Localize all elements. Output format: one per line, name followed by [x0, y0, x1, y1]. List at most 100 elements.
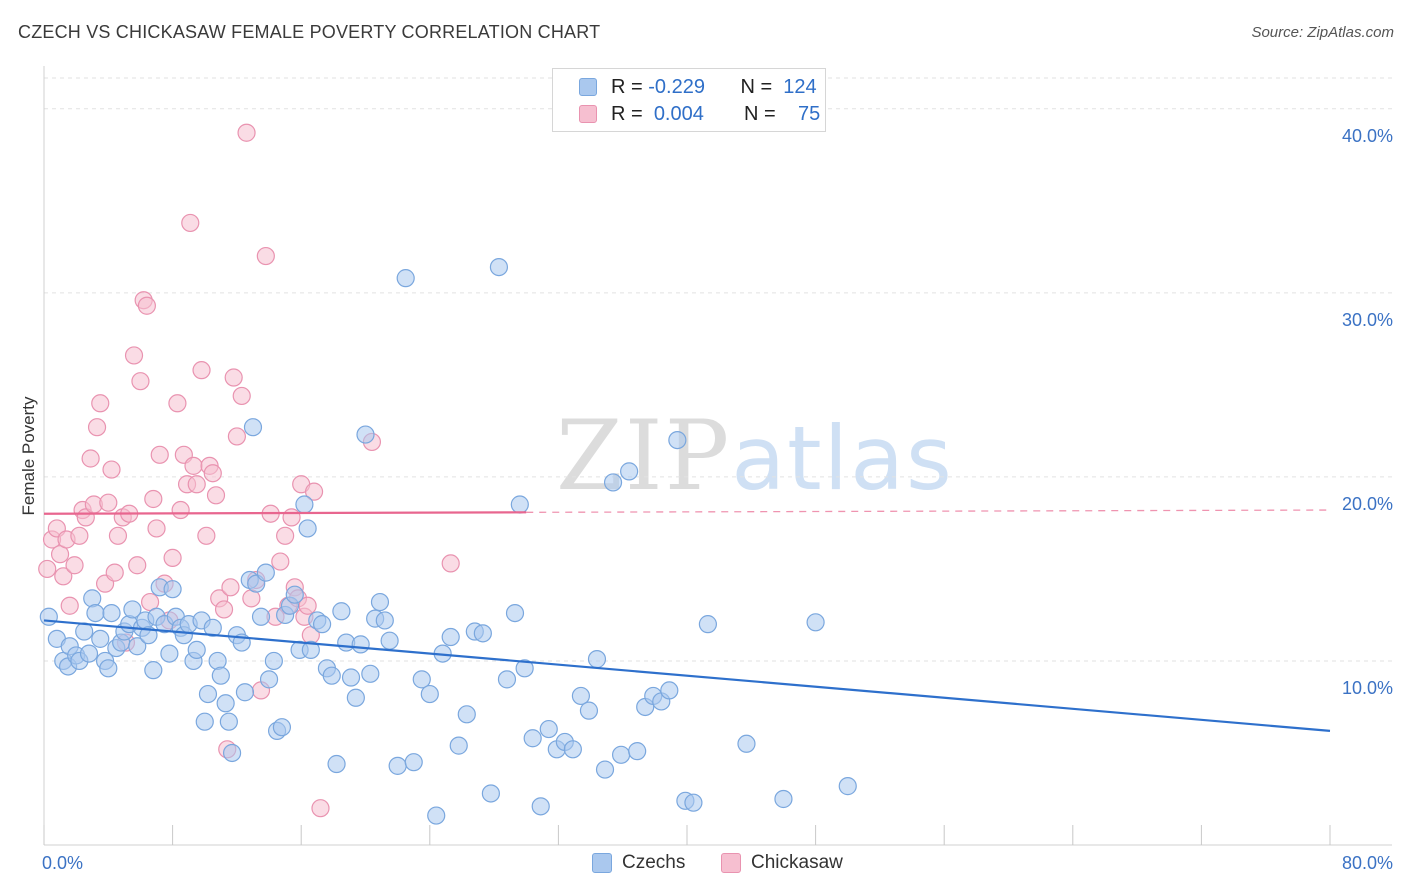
chickasaw-point: [124, 346, 144, 365]
czech-point: [86, 603, 105, 623]
bottom-legend-czechs-label: Czechs: [622, 852, 686, 873]
chickasaw-point: [214, 600, 234, 619]
czech-point: [684, 793, 703, 812]
czech-point: [523, 729, 542, 748]
czech-point: [211, 666, 230, 685]
czech-point: [144, 661, 163, 680]
czech-point: [774, 789, 793, 809]
czech-point: [243, 418, 263, 437]
czech-point: [370, 592, 390, 612]
czech-point: [198, 684, 218, 704]
legend-n-value-chickasaw: 75: [797, 102, 821, 125]
czech-point: [628, 742, 647, 761]
czech-point: [256, 563, 275, 582]
czech-point: [79, 644, 99, 663]
czech-point: [219, 712, 238, 731]
watermark-atlas: atlas: [731, 407, 954, 510]
chickasaw-trend-line: [43, 511, 527, 515]
czech-point: [99, 659, 118, 678]
czech-point: [285, 585, 304, 604]
czech-point: [160, 644, 179, 663]
czech-point: [298, 519, 317, 538]
czech-point: [539, 719, 558, 739]
chickasaw-point: [171, 500, 190, 520]
chickasaw-point: [237, 123, 256, 142]
correlation-legend: R = -0.229 N = 124 R = 0.004 N = 75: [552, 68, 826, 132]
czech-point: [412, 670, 431, 689]
y-tick-label: 40.0%: [1342, 126, 1393, 146]
czech-point: [505, 603, 525, 623]
y-tick-label: 20.0%: [1342, 494, 1393, 514]
czech-point: [388, 756, 407, 775]
chickasaw-point: [187, 475, 206, 494]
chickasaw-point: [181, 213, 200, 233]
chickasaw-point: [38, 559, 57, 579]
czech-point: [737, 734, 756, 753]
czech-point: [449, 736, 468, 755]
chickasaw-point: [65, 556, 84, 575]
chickasaw-point: [99, 493, 118, 512]
chickasaw-point: [131, 372, 150, 391]
chickasaw-point: [203, 464, 222, 483]
chickasaw-point: [311, 799, 330, 818]
chickasaw-point: [54, 567, 73, 586]
chickasaw-point: [168, 394, 187, 413]
chickasaw-point: [87, 418, 107, 437]
czech-point: [404, 753, 423, 772]
chickasaw-swatch: [579, 105, 597, 123]
czech-point: [312, 615, 332, 634]
czech-point: [396, 269, 415, 288]
bottom-legend-chickasaw: Chickasaw: [721, 852, 843, 874]
czech-point: [473, 624, 492, 643]
chickasaw-point: [150, 445, 169, 464]
czech-point: [595, 760, 615, 779]
czech-point: [563, 740, 582, 759]
czech-point: [356, 425, 375, 444]
chickasaw-point: [144, 489, 163, 509]
chickasaw-point: [206, 486, 226, 505]
czech-point: [195, 712, 214, 731]
legend-r-label: R =: [611, 75, 643, 98]
czech-point: [128, 637, 147, 656]
chickasaw-point: [441, 554, 460, 573]
czech-point: [163, 580, 182, 599]
czech-point: [322, 666, 341, 685]
chickasaw-point: [282, 508, 301, 527]
czech-point: [375, 611, 394, 630]
czech-point: [208, 651, 227, 671]
watermark-zip: ZIP: [556, 400, 732, 512]
source-label: Source: ZipAtlas.com: [1251, 24, 1394, 41]
chickasaw-point: [271, 552, 290, 571]
legend-r-value-czechs: -0.229: [648, 75, 705, 98]
chickasaw-point: [91, 394, 110, 413]
czech-point: [587, 650, 607, 669]
legend-n-label: N =: [744, 102, 776, 125]
czech-point: [441, 627, 460, 647]
chickasaw-point: [163, 548, 182, 567]
czech-point: [351, 635, 370, 654]
chickasaw-point: [304, 482, 324, 501]
legend-n-value-czechs: 124: [783, 75, 817, 98]
chickasaw-swatch-bottom: [721, 853, 741, 873]
chickasaw-point: [147, 519, 166, 538]
czech-point: [427, 806, 446, 825]
chickasaw-point: [70, 526, 89, 545]
chickasaw-point: [137, 296, 156, 315]
bottom-legend-czechs: Czechs: [592, 852, 685, 874]
czech-point: [272, 718, 292, 737]
czech-point: [327, 754, 346, 774]
czech-point: [611, 745, 631, 764]
czech-point: [83, 589, 102, 608]
czech-point: [259, 670, 279, 689]
czech-point: [251, 607, 271, 626]
chickasaw-point: [221, 578, 240, 597]
czech-point: [579, 701, 599, 720]
czech-point: [301, 640, 320, 660]
chart-title: CZECH VS CHICKASAW FEMALE POVERTY CORREL…: [18, 22, 601, 42]
legend-r-value-chickasaw: 0.004: [653, 102, 704, 125]
x-tick-label: 80.0%: [1342, 853, 1393, 873]
bottom-legend-chickasaw-label: Chickasaw: [751, 852, 843, 873]
czech-point: [698, 615, 717, 634]
czech-point: [187, 640, 206, 660]
chickasaw-point: [298, 596, 317, 615]
